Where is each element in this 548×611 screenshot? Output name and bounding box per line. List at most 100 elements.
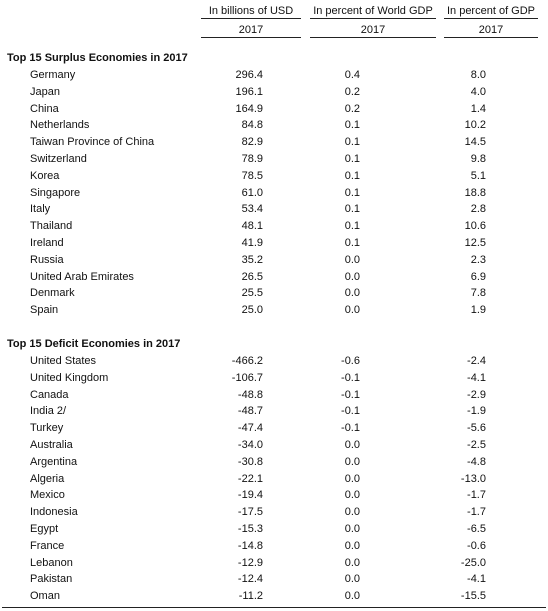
table-row: Algeria -22.1 0.0 -13.0 [0,473,548,490]
value-gdp: 6.9 [470,270,486,283]
header-gdp-label: In percent of GDP [444,5,538,19]
value-world-gdp: -0.1 [341,388,360,401]
table-row: Switzerland 78.9 0.1 9.8 [0,153,548,170]
value-usd: 26.5 [241,270,263,283]
deficit-section-title: Top 15 Deficit Economies in 2017 [7,338,181,350]
value-usd: 61.0 [241,186,263,199]
value-usd: -48.8 [237,388,263,401]
value-gdp: -5.6 [467,422,486,435]
value-gdp: -15.5 [460,590,486,603]
country-name: Pakistan [30,573,73,586]
value-usd: 25.5 [241,287,263,300]
value-gdp: 14.5 [464,136,486,149]
country-name: Thailand [30,220,73,233]
value-world-gdp: 0.1 [344,153,360,165]
value-usd: -466.2 [231,355,263,367]
country-name: United Kingdom [30,371,109,384]
country-name: Netherlands [30,119,90,132]
country-name: Singapore [30,186,81,199]
table-row: United States -466.2 -0.6 -2.4 [0,355,548,372]
value-gdp: 1.9 [470,304,486,317]
table-row: Germany 296.4 0.4 8.0 [0,69,548,86]
value-usd: -48.7 [237,405,263,418]
country-name: Germany [30,69,76,81]
table-row: Netherlands 84.8 0.1 10.2 [0,119,548,136]
value-usd: 196.1 [235,85,263,98]
country-name: France [30,539,65,552]
value-gdp: -1.7 [467,489,486,502]
value-gdp: 7.8 [470,287,486,300]
value-usd: -34.0 [237,439,263,451]
value-usd: -12.9 [237,556,263,569]
value-world-gdp: 0.1 [344,136,360,149]
value-world-gdp: 0.1 [344,186,360,199]
table-row: Canada -48.8 -0.1 -2.9 [0,389,548,406]
value-world-gdp: -0.6 [341,355,360,367]
value-usd: 78.9 [241,153,263,165]
value-gdp: 4.0 [470,85,486,98]
country-name: Oman [30,590,60,603]
country-name: Argentina [30,455,78,468]
value-world-gdp: 0.0 [344,590,360,603]
value-gdp: -2.9 [467,388,486,401]
table-row: China 164.9 0.2 1.4 [0,103,548,120]
table-row: Denmark 25.5 0.0 7.8 [0,287,548,304]
country-name: India 2/ [30,405,67,418]
value-gdp: 2.3 [470,253,486,266]
country-name: Mexico [30,489,65,502]
value-gdp: 10.2 [464,119,486,132]
table-row: United Arab Emirates 26.5 0.0 6.9 [0,271,548,288]
value-gdp: -13.0 [460,472,486,485]
value-usd: 53.4 [241,203,263,216]
value-gdp: -1.7 [467,506,486,519]
country-name: Denmark [30,287,75,300]
country-name: Taiwan Province of China [30,136,155,149]
value-usd: -22.1 [237,472,263,485]
table-row: Taiwan Province of China 82.9 0.1 14.5 [0,136,548,153]
value-usd: 48.1 [241,220,263,233]
value-usd: -14.8 [237,539,263,552]
value-gdp: 9.8 [470,153,486,165]
country-name: Lebanon [30,556,73,569]
table-row: Singapore 61.0 0.1 18.8 [0,187,548,204]
value-gdp: -2.5 [467,439,486,451]
table-row: Australia -34.0 0.0 -2.5 [0,439,548,456]
value-usd: 164.9 [235,102,263,115]
value-gdp: -6.5 [467,523,486,535]
country-name: Indonesia [30,506,78,519]
header-gdp: In percent of GDP 2017 [444,5,538,38]
value-gdp: 18.8 [464,186,486,199]
value-world-gdp: 0.1 [344,220,360,233]
value-gdp: 1.4 [470,102,486,115]
header-usd-label: In billions of USD [201,5,301,19]
value-gdp: -4.1 [467,371,486,384]
table-row: Ireland 41.9 0.1 12.5 [0,237,548,254]
country-name: Korea [30,169,60,182]
value-world-gdp: -0.1 [341,405,360,418]
value-usd: -30.8 [237,455,263,468]
country-name: Italy [30,203,51,216]
value-usd: -15.3 [237,523,263,535]
country-name: Ireland [30,237,64,249]
header-world-gdp-label: In percent of World GDP [310,5,436,19]
value-usd: -106.7 [231,371,263,384]
table-row: Thailand 48.1 0.1 10.6 [0,220,548,237]
country-name: Spain [30,304,59,317]
value-world-gdp: 0.0 [344,523,360,535]
value-usd: 41.9 [241,237,263,249]
table-row: Turkey -47.4 -0.1 -5.6 [0,422,548,439]
value-gdp: 8.0 [470,69,486,81]
header-usd-year: 2017 [201,19,301,38]
table-row: Russia 35.2 0.0 2.3 [0,254,548,271]
value-usd: 25.0 [241,304,263,317]
table-row: Indonesia -17.5 0.0 -1.7 [0,506,548,523]
value-usd: -47.4 [237,422,263,435]
country-name: Egypt [30,523,59,535]
value-world-gdp: 0.1 [344,119,360,132]
table-row: Korea 78.5 0.1 5.1 [0,170,548,187]
country-name: Japan [30,85,60,98]
table-row: Japan 196.1 0.2 4.0 [0,86,548,103]
value-gdp: -0.6 [467,539,486,552]
value-world-gdp: 0.0 [344,287,360,300]
value-gdp: 12.5 [464,237,486,249]
